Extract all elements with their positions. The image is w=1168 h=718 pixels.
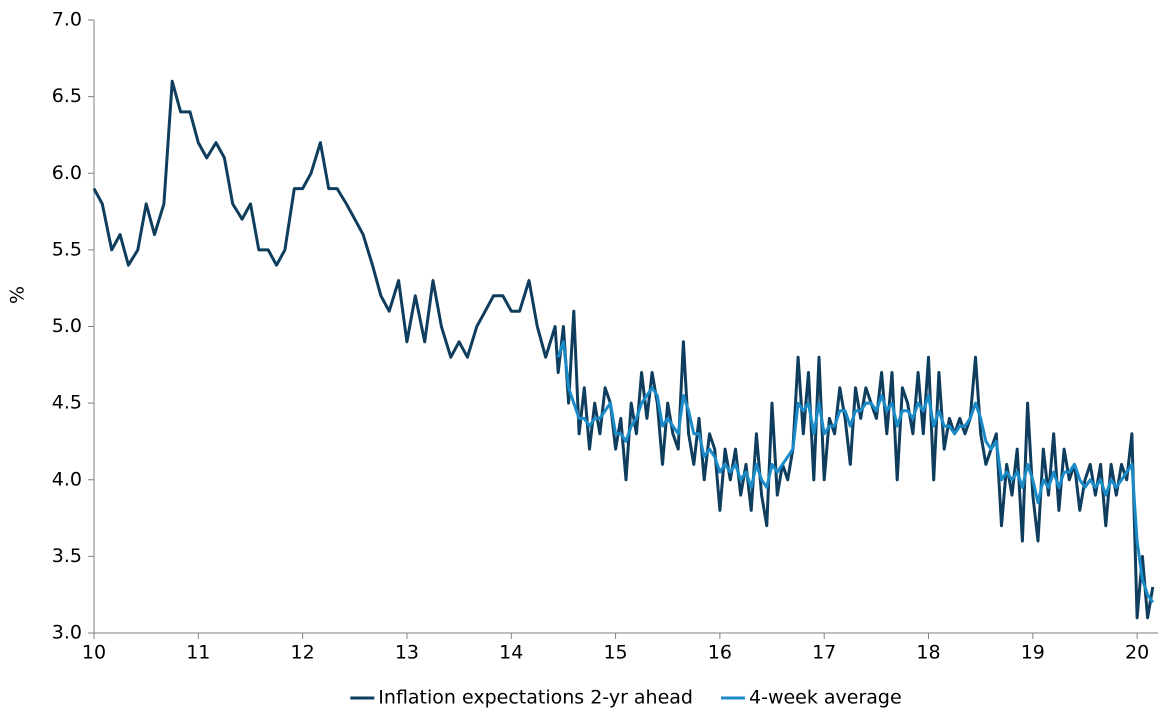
x-tick-label: 11	[186, 642, 210, 664]
x-tick-label: 18	[916, 642, 940, 664]
y-tick-label: 4.0	[52, 468, 82, 490]
series-line	[92, 79, 1155, 620]
series-line	[556, 340, 1155, 604]
y-tick-label: 3.0	[52, 622, 82, 644]
y-tick-label: 7.0	[52, 9, 82, 31]
y-tick-label: 4.5	[52, 392, 82, 414]
x-tick-label: 20	[1125, 642, 1149, 664]
y-tick-label: 6.0	[52, 162, 82, 184]
legend-label: Inflation expectations 2-yr ahead	[378, 687, 693, 709]
y-tick-label: 3.5	[52, 545, 82, 567]
x-tick-label: 16	[708, 642, 732, 664]
y-axis-label: %	[7, 286, 29, 304]
y-tick-label: 5.5	[52, 238, 82, 260]
x-tick-label: 10	[82, 642, 106, 664]
x-tick-label: 15	[603, 642, 627, 664]
x-tick-label: 17	[812, 642, 836, 664]
legend-label: 4-week average	[749, 687, 902, 709]
x-tick-label: 13	[395, 642, 419, 664]
x-tick-label: 12	[291, 642, 315, 664]
x-tick-label: 19	[1021, 642, 1045, 664]
y-tick-label: 6.5	[52, 85, 82, 107]
y-tick-label: 5.0	[52, 315, 82, 337]
x-tick-label: 14	[499, 642, 523, 664]
